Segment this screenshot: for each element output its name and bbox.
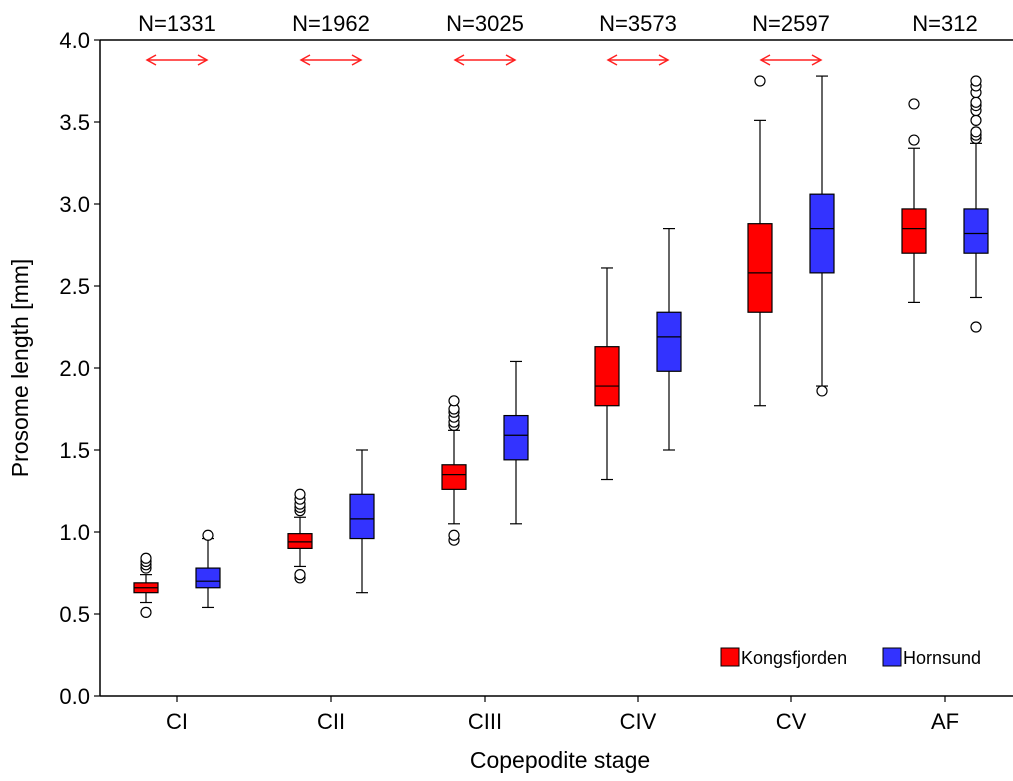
hornsund-cv-box <box>809 193 835 274</box>
y-tick-label-3: 1.5 <box>59 438 90 463</box>
kongsfjorden-cii-outlier-6 <box>294 488 306 500</box>
x-axis-title: Copepodite stage <box>470 747 650 773</box>
kongsfjorden-af-outlier-1 <box>908 98 920 110</box>
legend-label-hornsund: Hornsund <box>903 648 981 668</box>
sample-size-label-1: N=1962 <box>292 11 370 36</box>
sample-size-label-0: N=1331 <box>138 11 216 36</box>
kongsfjorden-cv-box <box>747 223 773 313</box>
hornsund-ci-outlier-0 <box>202 529 214 541</box>
y-tick-label-0: 0.0 <box>59 684 90 709</box>
hornsund-af-box <box>963 208 989 254</box>
x-tick-label-0: CI <box>166 709 188 734</box>
hornsund-cv-outlier-0 <box>816 385 828 397</box>
kongsfjorden-ciii-outlier-7 <box>448 395 460 407</box>
x-tick-label-3: CIV <box>620 709 657 734</box>
hornsund-ciii-box <box>503 414 529 461</box>
kongsfjorden-ciii-outlier-1 <box>448 529 460 541</box>
sample-size-label-2: N=3025 <box>446 11 524 36</box>
hornsund-af-outlier-3 <box>970 126 982 138</box>
sample-size-label-4: N=2597 <box>752 11 830 36</box>
y-tick-label-2: 1.0 <box>59 520 90 545</box>
kongsfjorden-ciii-box <box>441 464 467 490</box>
x-tick-label-5: AF <box>931 709 959 734</box>
y-tick-label-4: 2.0 <box>59 356 90 381</box>
hornsund-af-outlier-7 <box>970 96 982 108</box>
y-tick-label-7: 3.5 <box>59 110 90 135</box>
hornsund-cii-box <box>349 493 375 540</box>
y-tick-label-1: 0.5 <box>59 602 90 627</box>
kongsfjorden-ci-outlier-0 <box>140 606 152 618</box>
x-tick-label-1: CII <box>317 709 345 734</box>
legend-swatch-hornsund <box>882 647 902 667</box>
kongsfjorden-cii-outlier-1 <box>294 569 306 581</box>
kongsfjorden-cv-outlier-0 <box>754 75 766 87</box>
y-tick-label-8: 4.0 <box>59 28 90 53</box>
hornsund-af-outlier-10 <box>970 75 982 87</box>
difference-arrow-head-left-3 <box>606 54 618 66</box>
kongsfjorden-af-box <box>901 208 927 254</box>
hornsund-af-outlier-4 <box>970 114 982 126</box>
difference-arrow-head-right-4 <box>811 54 823 66</box>
legend: Kongsfjorden Hornsund <box>720 647 981 668</box>
y-axis-title: Prosome length [mm] <box>7 259 33 478</box>
plot-frame <box>94 39 1013 702</box>
difference-arrow-head-left-2 <box>453 54 465 66</box>
hornsund-af-outlier-0 <box>970 321 982 333</box>
kongsfjorden-cii-box <box>287 533 313 550</box>
legend-swatch-kongsfjorden <box>720 647 740 667</box>
kongsfjorden-ci-outlier-4 <box>140 552 152 564</box>
y-tick-label-6: 3.0 <box>59 192 90 217</box>
axis-text: Copepodite stage Prosome length [mm] 0.0… <box>7 11 978 773</box>
legend-label-kongsfjorden: Kongsfjorden <box>741 648 847 668</box>
box-marks <box>133 54 989 618</box>
y-tick-label-5: 2.5 <box>59 274 90 299</box>
x-tick-label-4: CV <box>776 709 807 734</box>
difference-arrow-head-left-0 <box>145 54 157 66</box>
hornsund-ci-box <box>195 567 221 589</box>
hornsund-civ-box <box>656 311 682 372</box>
difference-arrow-head-right-2 <box>505 54 517 66</box>
kongsfjorden-af-outlier-0 <box>908 134 920 146</box>
x-tick-label-2: CIII <box>468 709 502 734</box>
difference-arrow-head-right-1 <box>351 54 363 66</box>
sample-size-label-5: N=312 <box>912 11 977 36</box>
difference-arrow-head-left-1 <box>299 54 311 66</box>
difference-arrow-head-left-4 <box>759 54 771 66</box>
difference-arrow-head-right-3 <box>658 54 670 66</box>
kongsfjorden-civ-box <box>594 346 620 407</box>
sample-size-label-3: N=3573 <box>599 11 677 36</box>
difference-arrow-head-right-0 <box>197 54 209 66</box>
